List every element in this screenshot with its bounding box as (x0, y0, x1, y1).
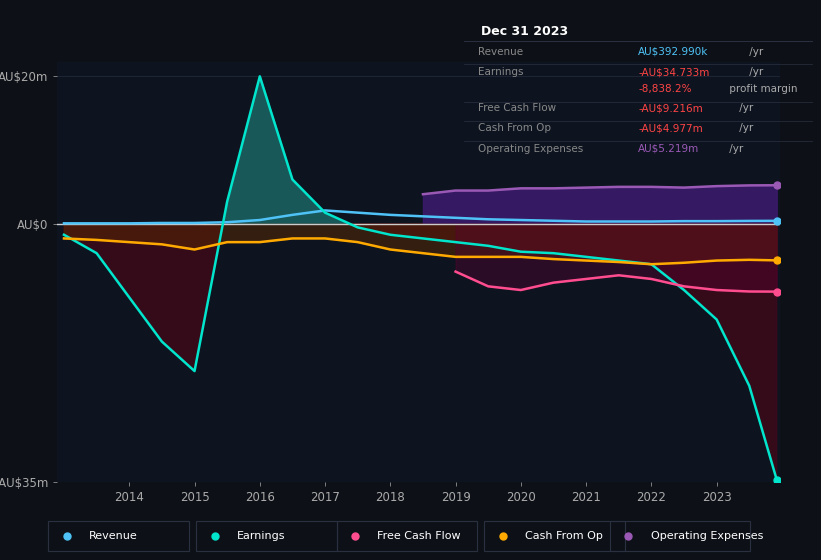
Text: Revenue: Revenue (478, 46, 523, 57)
Text: -8,838.2%: -8,838.2% (639, 84, 692, 94)
Text: -AU$34.733m: -AU$34.733m (639, 67, 709, 77)
Text: Cash From Op: Cash From Op (525, 531, 603, 541)
Text: Cash From Op: Cash From Op (478, 123, 551, 133)
Text: profit margin: profit margin (727, 84, 798, 94)
Text: /yr: /yr (727, 144, 744, 154)
Text: Dec 31 2023: Dec 31 2023 (481, 25, 568, 38)
Text: /yr: /yr (745, 67, 763, 77)
Text: /yr: /yr (736, 103, 754, 113)
Text: Earnings: Earnings (478, 67, 523, 77)
Text: AU$392.990k: AU$392.990k (639, 46, 709, 57)
Text: /yr: /yr (736, 123, 754, 133)
Text: Operating Expenses: Operating Expenses (651, 531, 763, 541)
Text: Revenue: Revenue (89, 531, 138, 541)
Text: -AU$9.216m: -AU$9.216m (639, 103, 703, 113)
Text: Free Cash Flow: Free Cash Flow (478, 103, 556, 113)
Text: Operating Expenses: Operating Expenses (478, 144, 583, 154)
Text: Free Cash Flow: Free Cash Flow (378, 531, 461, 541)
Text: Earnings: Earnings (237, 531, 286, 541)
Text: /yr: /yr (745, 46, 763, 57)
Text: AU$5.219m: AU$5.219m (639, 144, 699, 154)
Text: -AU$4.977m: -AU$4.977m (639, 123, 703, 133)
